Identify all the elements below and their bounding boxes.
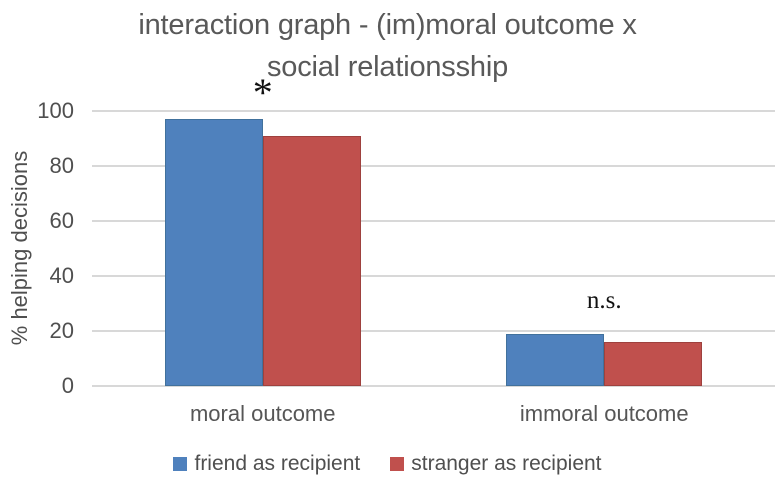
category-label-moral-outcome: moral outcome [189,401,336,426]
y-axis-title: % helping decisions [7,150,32,346]
bar-friend-moral-outcome [164,119,263,386]
legend-item-friend: friend as recipient [173,452,360,476]
category-label-immoral-outcome: immoral outcome [519,401,689,426]
bar-stranger-moral-outcome [262,135,361,386]
bar-stranger-immoral-outcome [604,342,703,386]
legend-label-friend: friend as recipient [194,452,361,475]
significance-annotation-moral-outcome: * [252,70,273,116]
significance-annotation-immoral-outcome: n.s. [586,286,622,314]
y-tick-label-100: 100 [37,98,74,123]
gridline-0 [92,385,775,387]
bar-friend-immoral-outcome [506,333,605,386]
gridline-100 [92,110,775,112]
y-tick-label-0: 0 [61,373,74,398]
y-tick-label-80: 80 [49,153,74,178]
chart-title: interaction graph - (im)moral outcome x … [0,4,775,88]
chart-title-line2: social relationsship [266,51,508,83]
legend-label-stranger: stranger as recipient [411,452,602,475]
gridline-20 [92,330,775,332]
y-tick-label-20: 20 [49,318,74,343]
legend-item-stranger: stranger as recipient [390,452,602,476]
y-tick-label-40: 40 [49,263,74,288]
gridline-40 [92,275,775,277]
gridline-60 [92,220,775,222]
y-tick-label-60: 60 [49,208,74,233]
chart-title-line1: interaction graph - (im)moral outcome x [138,9,637,41]
legend-swatch-friend [173,457,188,471]
gridline-80 [92,165,775,167]
legend: friend as recipient stranger as recipient [0,450,775,478]
legend-swatch-stranger [390,457,405,471]
